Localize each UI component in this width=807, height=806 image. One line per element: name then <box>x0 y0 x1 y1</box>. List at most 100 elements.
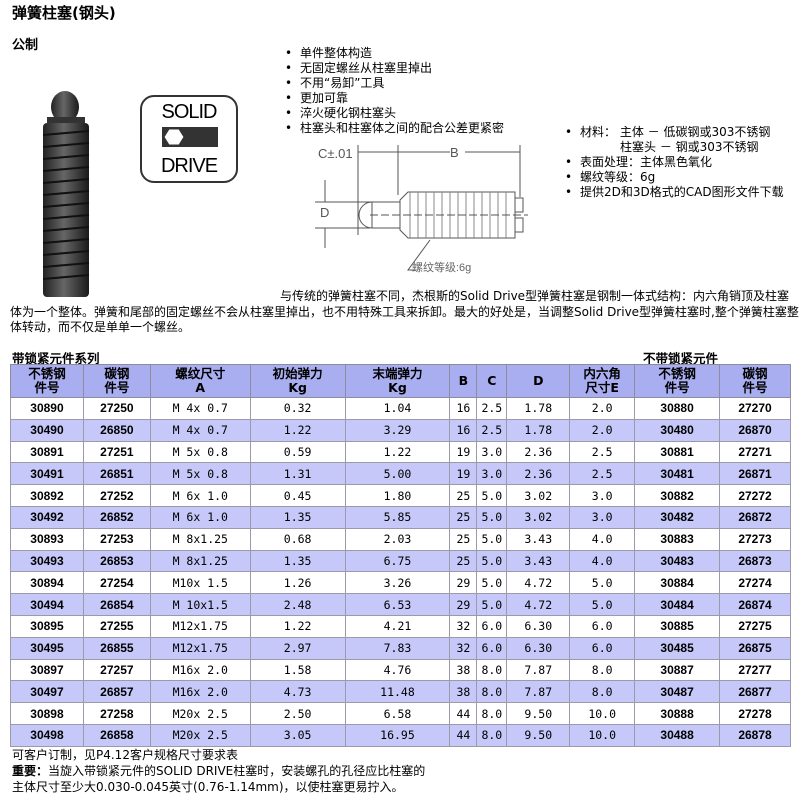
page-title: 弹簧柱塞(钢头) <box>12 4 116 22</box>
column-header: 碳钢 件号 <box>82 364 151 398</box>
table-cell: M10x 1.5 <box>149 571 251 595</box>
table-cell: 4.73 <box>249 680 346 704</box>
table-cell: 19 <box>449 440 478 464</box>
table-cell: 30897 <box>10 658 84 682</box>
table-cell: 27252 <box>82 484 151 507</box>
table-cell: 4.21 <box>344 614 451 638</box>
table-cell: 6.30 <box>506 636 571 660</box>
caption-with-lock: 带锁紧元件系列 <box>12 351 100 366</box>
column-header: 初始弹力 Kg <box>249 364 346 398</box>
table-cell: 2.36 <box>506 462 571 486</box>
table-cell: 16 <box>449 418 478 442</box>
table-cell: 25 <box>449 527 478 551</box>
table-cell: 5.00 <box>344 462 451 486</box>
table-cell: 30493 <box>10 549 84 573</box>
table-cell: M 4x 0.7 <box>149 397 251 420</box>
dimension-diagram: C±.01 B D 螺纹等级:6g <box>315 145 528 274</box>
d-dimension-label: D <box>320 205 329 220</box>
table-cell: 5.0 <box>476 505 508 529</box>
table-row: 30498 26858 M20x 2.5 3.05 16.95 44 8.0 9.50 10.0… <box>10 723 791 747</box>
table-cell: 2.0 <box>569 397 636 420</box>
table-row: 30494 26854 M 10x1.5 2.48 6.53 29 5.0 4.72 5.0 30… <box>10 593 791 616</box>
feature-item: 无固定螺丝从柱塞里掉出 <box>282 61 504 76</box>
table-cell: 27255 <box>82 614 151 638</box>
table-row: 30898 27258 M20x 2.5 2.50 6.58 44 8.0 9.50 10.0 3… <box>10 702 791 725</box>
c-dimension-label: C±.01 <box>318 146 353 161</box>
table-cell: 44 <box>449 723 478 747</box>
table-cell: 30885 <box>634 614 721 638</box>
table-cell: 32 <box>449 614 478 638</box>
table-cell: 2.97 <box>249 636 346 660</box>
note-important: 重要：当旋入带锁紧元件的SOLID DRIVE柱塞时，安装螺孔的孔径应比柱塞的 <box>12 764 426 778</box>
table-cell: 30480 <box>634 418 721 442</box>
table-cell: 8.0 <box>476 702 508 725</box>
table-cell: 25 <box>449 549 478 573</box>
feature-item: 淬火硬化钢柱塞头 <box>282 106 504 121</box>
table-cell: M 8x1.25 <box>149 527 251 551</box>
table-row: 30892 27252 M 6x 1.0 0.45 1.80 25 5.0 3.02 3.0 30… <box>10 484 791 507</box>
table-cell: 30491 <box>10 462 84 486</box>
table-cell: 3.26 <box>344 571 451 595</box>
table-cell: 26877 <box>719 680 791 704</box>
table-cell: M20x 2.5 <box>149 702 251 725</box>
table-cell: 16 <box>449 397 478 420</box>
table-cell: 26872 <box>719 505 791 529</box>
table-cell: 26870 <box>719 418 791 442</box>
table-cell: 30485 <box>634 636 721 660</box>
table-cell: 8.0 <box>476 680 508 704</box>
notes: 可客户订制，见P4.12客户规格尺寸要求表 重要：当旋入带锁紧元件的SOLID … <box>12 747 425 795</box>
table-cell: 5.0 <box>569 571 636 595</box>
table-cell: 30893 <box>10 527 84 551</box>
table-cell: 1.22 <box>249 614 346 638</box>
table-cell: 2.48 <box>249 593 346 616</box>
table-cell: 27272 <box>719 484 791 507</box>
table-cell: 27270 <box>719 397 791 420</box>
table-row: 30493 26853 M 8x1.25 1.35 6.75 25 5.0 3.43 4.0 30… <box>10 549 791 573</box>
table-cell: 26855 <box>82 636 151 660</box>
table-cell: 27254 <box>82 571 151 595</box>
table-row: 30894 27254 M10x 1.5 1.26 3.26 29 5.0 4.72 5.0 30… <box>10 571 791 595</box>
table-cell: 10.0 <box>569 723 636 747</box>
table-cell: 30488 <box>634 723 721 747</box>
table-cell: 26858 <box>82 723 151 747</box>
table-row: 30897 27257 M16x 2.0 1.58 4.76 38 8.0 7.87 8.0 30… <box>10 658 791 682</box>
table-cell: 1.80 <box>344 484 451 507</box>
table-cell: 3.05 <box>249 723 346 747</box>
table-cell: 26857 <box>82 680 151 704</box>
table-cell: 0.32 <box>249 397 346 420</box>
table-cell: 30894 <box>10 571 84 595</box>
table-cell: 27273 <box>719 527 791 551</box>
table-cell: 26850 <box>82 418 151 442</box>
table-row: 30895 27255 M12x1.75 1.22 4.21 32 6.0 6.30 6.0 30… <box>10 614 791 638</box>
table-cell: 30882 <box>634 484 721 507</box>
table-cell: M12x1.75 <box>149 614 251 638</box>
table-cell: 30892 <box>10 484 84 507</box>
feature-item: 更加可靠 <box>282 91 504 106</box>
table-cell: 5.0 <box>476 571 508 595</box>
column-header: 不锈钢 件号 <box>10 364 84 398</box>
table-cell: 1.22 <box>344 440 451 464</box>
table-cell: 6.0 <box>569 614 636 638</box>
table-cell: 30881 <box>634 440 721 464</box>
table-cell: 7.87 <box>506 680 571 704</box>
table-cell: 7.83 <box>344 636 451 660</box>
table-cell: 44 <box>449 702 478 725</box>
table-row: 30891 27251 M 5x 0.8 0.59 1.22 19 3.0 2.36 2.5 30… <box>10 440 791 464</box>
table-cell: 1.78 <box>506 397 571 420</box>
table-cell: 30888 <box>634 702 721 725</box>
table-cell: 9.50 <box>506 723 571 747</box>
table-cell: 2.0 <box>569 418 636 442</box>
table-cell: 1.04 <box>344 397 451 420</box>
column-header: C <box>476 364 508 398</box>
table-row: 30492 26852 M 6x 1.0 1.35 5.85 25 5.0 3.02 3.0 30… <box>10 505 791 529</box>
table-cell: 30898 <box>10 702 84 725</box>
table-row: 30890 27250 M 4x 0.7 0.32 1.04 16 2.5 1.78 2.0 30… <box>10 397 791 420</box>
table-cell: 27251 <box>82 440 151 464</box>
table-cell: 30498 <box>10 723 84 747</box>
feature-list: 单件整体构造 无固定螺丝从柱塞里掉出 不用“易卸”工具 更加可靠 淬火硬化钢柱塞… <box>282 46 504 136</box>
thread-grade-label: 螺纹等级:6g <box>412 260 471 274</box>
table-cell: 27275 <box>719 614 791 638</box>
solid-drive-logo: SOLID DRIVE <box>140 95 238 183</box>
table-cell: 0.68 <box>249 527 346 551</box>
